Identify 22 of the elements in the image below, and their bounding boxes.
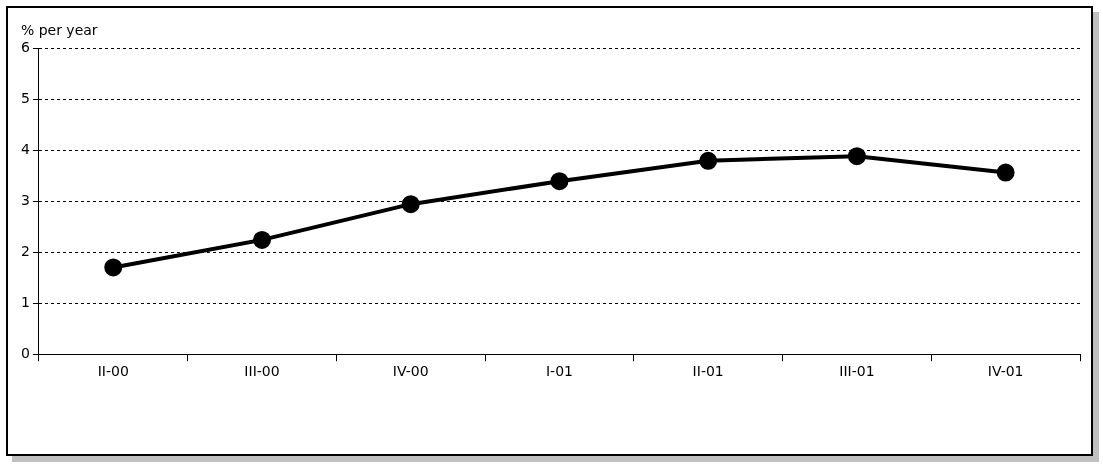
x-tick-label: IV-01 (987, 363, 1024, 380)
y-tick-label: 4 (20, 140, 30, 157)
x-tick-label: II-00 (97, 363, 129, 380)
point (699, 151, 718, 170)
point (104, 258, 123, 277)
point (253, 230, 271, 249)
x-tick-label: III-00 (244, 363, 280, 380)
y-tick-label: 0 (20, 344, 30, 361)
y-tick-label: 6 (20, 38, 30, 55)
point (550, 172, 569, 191)
x-tick-label: II-01 (692, 363, 724, 380)
y-tick-label: 5 (20, 89, 30, 106)
y-axis-title: % per year (20, 21, 98, 38)
y-tick-label: 3 (20, 191, 30, 208)
point (847, 147, 866, 166)
x-tick-label: I-01 (545, 363, 573, 380)
point (401, 195, 420, 214)
x-tick-label: IV-00 (392, 363, 429, 380)
x-tick-label: III-01 (839, 363, 875, 380)
y-tick-label: 1 (20, 293, 30, 310)
y-tick-label: 2 (20, 242, 30, 259)
point (996, 163, 1015, 182)
